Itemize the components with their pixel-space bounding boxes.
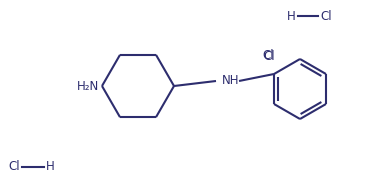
Text: Cl: Cl [262,49,274,62]
Text: H₂N: H₂N [77,80,99,92]
Text: Cl: Cl [263,50,275,63]
Text: H: H [287,9,296,22]
Text: H: H [46,160,55,174]
Text: NH: NH [222,74,239,88]
Text: Cl: Cl [8,160,20,174]
Text: Cl: Cl [320,9,332,22]
